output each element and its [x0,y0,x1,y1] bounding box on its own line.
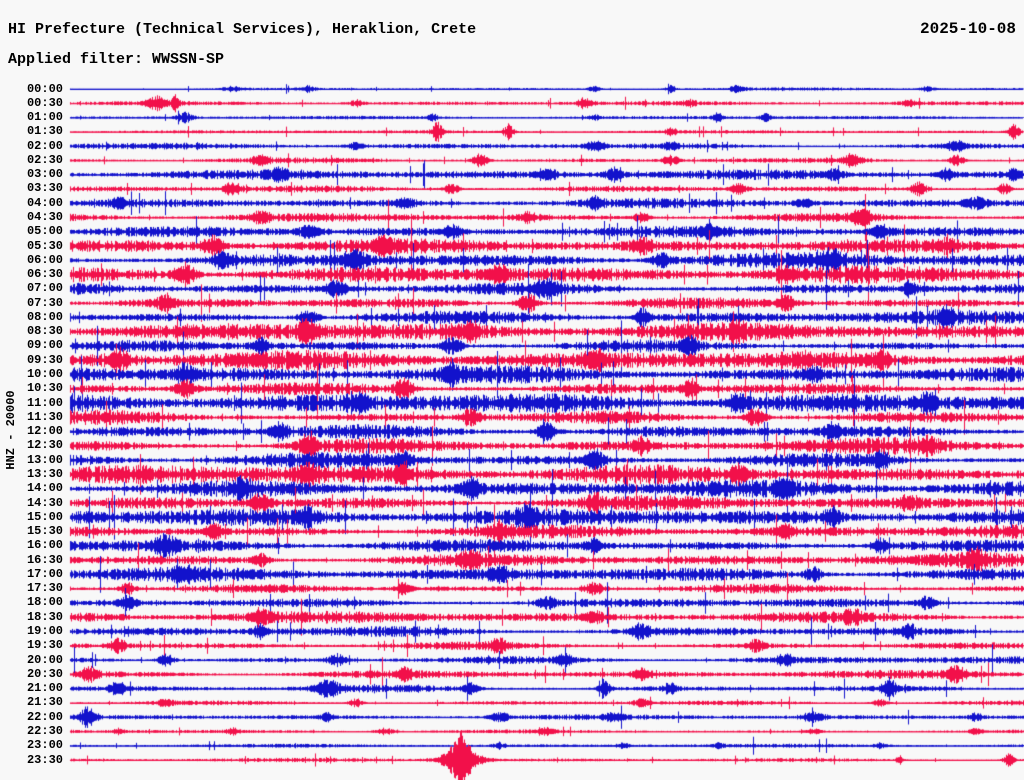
seismogram-page: { "header": { "title": "HI Prefecture (T… [0,0,1024,780]
helicorder-traces-canvas [0,0,1024,780]
